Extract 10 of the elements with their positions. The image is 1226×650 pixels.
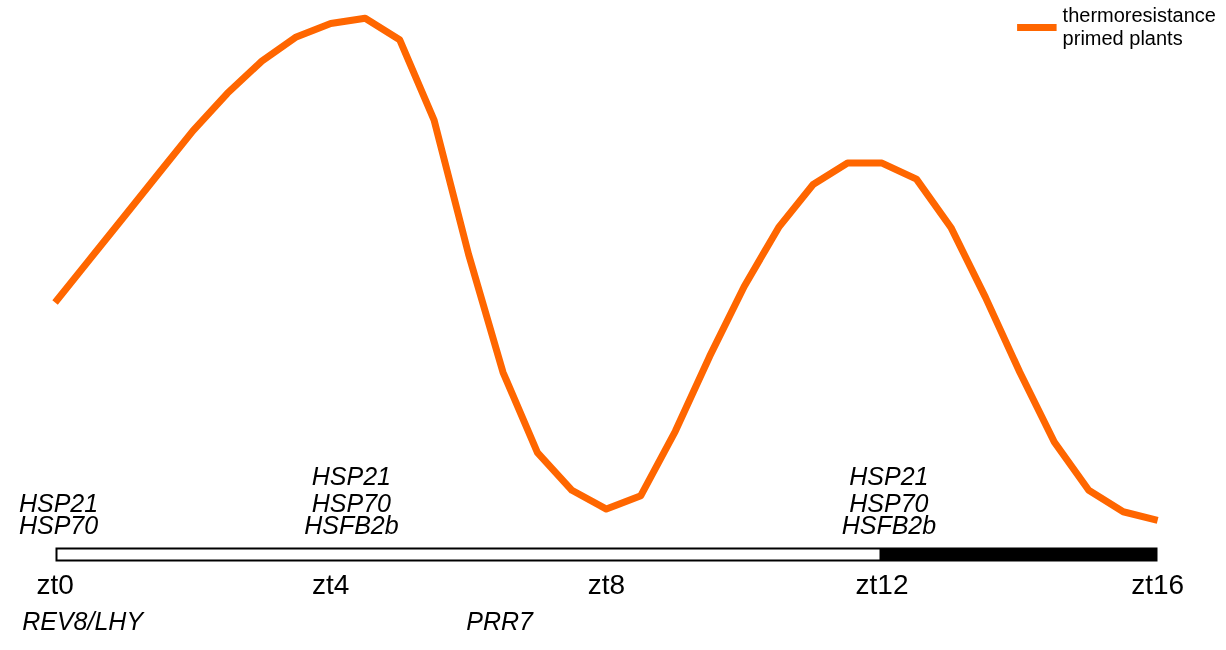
text: REV8/LHY — [22, 607, 146, 636]
x-tick-label: zt8 — [587, 568, 626, 600]
annotation: HSP21 — [311, 462, 392, 491]
x-tick-label: zt12 — [855, 568, 909, 600]
legend-label: thermoresistance primed plants — [1062, 4, 1216, 50]
x-tick-label: zt4 — [312, 568, 350, 600]
annotation: HSP21 — [849, 462, 929, 491]
x-tick-label: zt16 — [1131, 568, 1185, 600]
x-tick-label: zt0 — [36, 568, 74, 600]
text: PRR7 — [466, 607, 534, 636]
